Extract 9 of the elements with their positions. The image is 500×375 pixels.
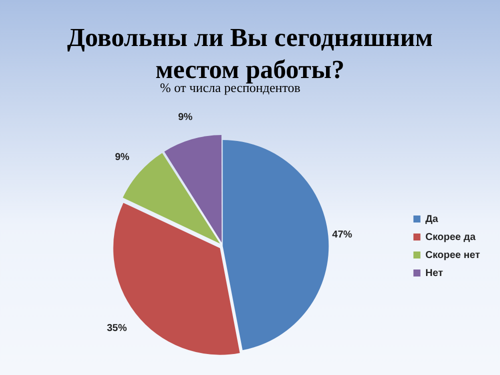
data-label: 9% bbox=[178, 112, 193, 124]
legend-label: Да bbox=[425, 214, 439, 225]
chart-title: Довольны ли Вы сегодняшним местом работы? bbox=[66, 22, 434, 84]
data-label: 9% bbox=[114, 152, 130, 164]
legend-label: Скорее да bbox=[425, 232, 476, 243]
data-label: 47% bbox=[332, 229, 352, 240]
legend-label: Скорее нет bbox=[425, 250, 480, 261]
data-label: 35% bbox=[106, 322, 127, 334]
legend-label: Нет bbox=[425, 268, 444, 279]
